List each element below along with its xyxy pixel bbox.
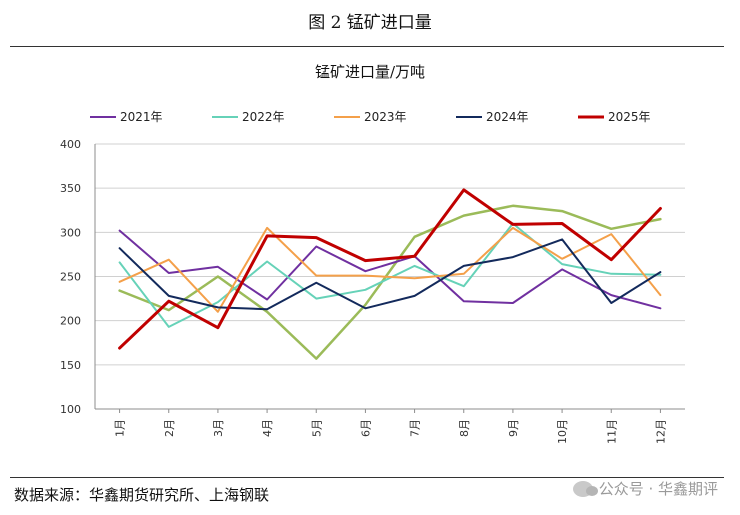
x-tick-label: 5月	[310, 419, 323, 437]
y-tick-label: 400	[60, 138, 81, 151]
y-tick-label: 200	[60, 315, 81, 328]
chart-title: 锰矿进口量/万吨	[315, 63, 425, 81]
series-line-1	[118, 222, 662, 328]
series-line-4	[118, 188, 662, 350]
x-tick-label: 8月	[458, 419, 471, 437]
legend-label: 2023年	[364, 110, 407, 124]
watermark: 公众号 · 华鑫期评	[572, 478, 718, 499]
bottom-rule	[10, 477, 724, 478]
legend-label: 2022年	[242, 110, 285, 124]
series-line-0	[118, 229, 662, 310]
series-line-2	[118, 226, 662, 313]
x-tick-label: 7月	[409, 419, 422, 437]
y-tick-label: 100	[60, 403, 81, 416]
legend-label: 2025年	[608, 110, 651, 124]
y-tick-label: 250	[60, 271, 81, 284]
x-tick-label: 9月	[507, 419, 520, 437]
legend-label: 2024年	[486, 110, 529, 124]
y-tick-label: 300	[60, 226, 81, 239]
x-tick-label: 2月	[163, 419, 176, 437]
series-line-3	[118, 238, 662, 311]
series-line-5	[118, 204, 662, 360]
source-note: 数据来源：华鑫期货研究所、上海钢联	[14, 486, 270, 504]
wechat-icon	[572, 480, 598, 497]
y-tick-label: 150	[60, 359, 81, 372]
watermark-text: 公众号 · 华鑫期评	[598, 480, 718, 498]
line-chart: 锰矿进口量/万吨 2021年 2022年 2023年 2024年 2025年 100 15…	[60, 63, 685, 444]
x-tick-label: 3月	[212, 419, 225, 437]
top-rule	[10, 46, 724, 47]
legend-label: 2021年	[120, 110, 163, 124]
y-axis: 100 150 200 250 300 350 400	[60, 138, 96, 416]
series-layer	[118, 188, 662, 360]
x-tick-label: 6月	[359, 419, 372, 437]
legend: 2021年 2022年 2023年 2024年 2025年	[90, 110, 651, 124]
x-axis: 1月 2月 3月 4月 5月 6月 7月 8月 9月 10月 11月 12月	[95, 408, 685, 444]
x-tick-label: 1月	[114, 419, 127, 437]
x-tick-label: 10月	[556, 419, 569, 444]
figure-title: 图 2 锰矿进口量	[308, 13, 432, 33]
x-tick-label: 11月	[605, 419, 618, 444]
x-tick-label: 4月	[261, 419, 274, 437]
x-tick-label: 12月	[654, 419, 667, 444]
y-tick-label: 350	[60, 182, 81, 195]
